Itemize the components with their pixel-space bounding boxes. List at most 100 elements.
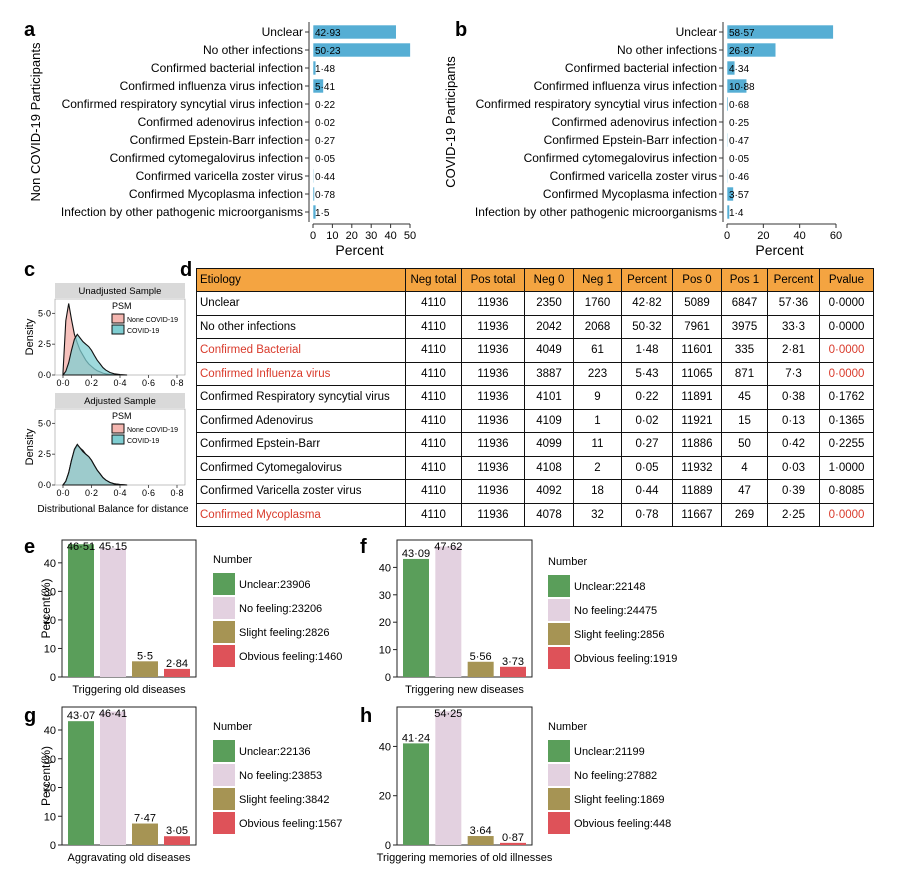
bar	[312, 42, 411, 58]
table-cell: Confirmed Varicella zoster virus	[196, 479, 406, 504]
table-row: Confirmed Mycoplasma 4110 11936 4078 32 0·78 1…	[196, 502, 874, 527]
panel-label-f: f	[360, 536, 367, 558]
table-cell: Confirmed Bacterial	[196, 338, 406, 363]
etiology-table: Etiology Neg total Pos total Neg 0 Neg 1 Perc…	[196, 268, 874, 527]
bar-value-label: 43·07	[67, 710, 95, 722]
y-tick-label: 20	[379, 617, 391, 629]
legend-label: Obvious feeling:1567	[239, 818, 342, 830]
table-cell: Confirmed Cytomegalovirus	[196, 455, 406, 480]
table-cell: 32	[573, 502, 622, 527]
table-cell: 0·05	[621, 455, 673, 480]
bar	[500, 666, 526, 677]
x-tick-label: 50	[404, 230, 416, 242]
bar-value-label: 3·05	[166, 825, 188, 837]
category-label: Confirmed Epstein-Barr infection	[130, 133, 303, 147]
bar-value-label: 3·64	[470, 825, 492, 837]
bar	[500, 842, 526, 845]
bar-value-label: 26·87	[729, 46, 755, 57]
table-cell: 0·8085	[819, 479, 874, 504]
table-cell: 4078	[524, 502, 574, 527]
bar-value-label: 5·41	[315, 82, 335, 93]
table-cell: 4110	[405, 502, 462, 527]
table-cell: 4110	[405, 291, 462, 316]
table-cell: 0·27	[621, 432, 673, 457]
x-tick-label: 20	[346, 230, 358, 242]
legend-swatch	[213, 597, 235, 619]
y-tick-label: 0	[385, 672, 391, 684]
y-tick-label: 40	[379, 562, 391, 574]
panel-label-a: a	[24, 19, 36, 41]
table-body: Unclear 4110 11936 2350 1760 42·82 5089 6847 57·…	[196, 291, 874, 527]
bar-value-label: 50·23	[315, 46, 341, 57]
bar	[312, 78, 324, 94]
x-tick-label: 0·8	[170, 488, 183, 498]
legend-title: Number	[548, 721, 587, 733]
table-cell: 2·25	[767, 502, 820, 527]
y-tick-label: 10	[379, 645, 391, 657]
table-cell: 4110	[405, 479, 462, 504]
category-label: Confirmed adenovirus infection	[138, 115, 303, 129]
table-cell: 3975	[721, 314, 768, 339]
table-cell: 7961	[672, 314, 722, 339]
table-cell: 4110	[405, 408, 462, 433]
category-label: Confirmed varicella zoster virus	[550, 169, 717, 183]
category-label: Confirmed bacterial infection	[565, 61, 717, 75]
category-label: Confirmed Mycoplasma infection	[543, 187, 717, 201]
table-cell: 223	[573, 361, 622, 386]
panel-label-h: h	[360, 705, 372, 727]
density-area	[61, 333, 128, 376]
legend-label: Obvious feeling:1460	[239, 651, 342, 663]
legend-label: COVID-19	[127, 438, 159, 445]
table-cell: 11936	[461, 408, 525, 433]
bar	[726, 186, 734, 202]
table-cell: 5089	[672, 291, 722, 316]
legend-label: Obvious feeling:1919	[574, 653, 677, 665]
panel-label-d: d	[180, 259, 192, 281]
y-tick-label: 10	[44, 643, 56, 655]
x-tick-label: 10	[326, 230, 338, 242]
legend-label: Obvious feeling:448	[574, 818, 671, 830]
x-axis-title: Triggering new diseases	[405, 684, 524, 696]
y-tick-label: 20	[44, 615, 56, 627]
legend-title: Number	[213, 554, 252, 566]
table-cell: 0·13	[767, 408, 820, 433]
x-axis-title: Triggering old diseases	[72, 684, 186, 696]
legend-swatch	[548, 575, 570, 597]
table-cell: 2042	[524, 314, 574, 339]
table-cell: 11936	[461, 291, 525, 316]
x-tick-label: 0·2	[85, 488, 98, 498]
table-cell: 4109	[524, 408, 574, 433]
category-label: No other infections	[203, 43, 303, 57]
table-cell: Confirmed Mycoplasma	[196, 502, 406, 527]
legend-swatch	[111, 324, 125, 335]
category-label: Confirmed bacterial infection	[151, 61, 303, 75]
y-tick-label: 0·0	[38, 480, 51, 490]
table-cell: 0·0000	[819, 338, 874, 363]
table-cell: 50·32	[621, 314, 673, 339]
bar-value-label: 47·62	[434, 541, 462, 553]
x-tick-label: 40	[794, 230, 806, 242]
table-cell: 11	[573, 432, 622, 457]
table-cell: 6847	[721, 291, 768, 316]
y-tick-label: 0	[50, 840, 56, 852]
table-cell: 0·0000	[819, 291, 874, 316]
table-cell: 0·1762	[819, 385, 874, 410]
bar	[68, 721, 94, 845]
bar-value-label: 1·5	[315, 208, 330, 219]
legend-label: No feeling:23206	[239, 603, 322, 615]
x-tick-label: 0·6	[142, 378, 155, 388]
bar	[100, 548, 126, 677]
table-row: Confirmed Respiratory syncytial virus 411…	[196, 385, 874, 410]
legend-swatch	[111, 313, 125, 324]
legend-swatch	[548, 764, 570, 786]
table-cell: Unclear	[196, 291, 406, 316]
bar	[726, 96, 729, 112]
bar	[726, 24, 834, 40]
bar-value-label: 7·47	[134, 813, 156, 825]
category-label: Unclear	[262, 25, 303, 39]
legend-label: Unclear:22136	[239, 746, 311, 758]
table-cell: 1·0000	[819, 455, 874, 480]
category-label: Unclear	[676, 25, 717, 39]
bar-value-label: 43·09	[402, 548, 430, 560]
x-tick-label: 0·6	[142, 488, 155, 498]
